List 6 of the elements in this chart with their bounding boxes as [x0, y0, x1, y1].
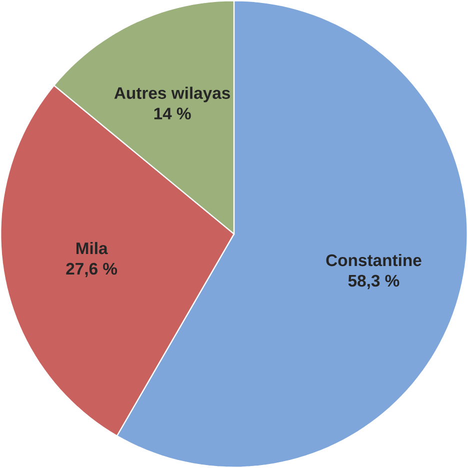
data-label: 58,3 % — [348, 274, 400, 290]
slice-label: Autres wilayas — [114, 86, 230, 102]
slice-label: Constantine — [326, 254, 422, 266]
data-label: 14 % — [154, 108, 191, 120]
slice-label: Mila — [76, 242, 108, 254]
data-label: 27,6 % — [66, 262, 118, 278]
